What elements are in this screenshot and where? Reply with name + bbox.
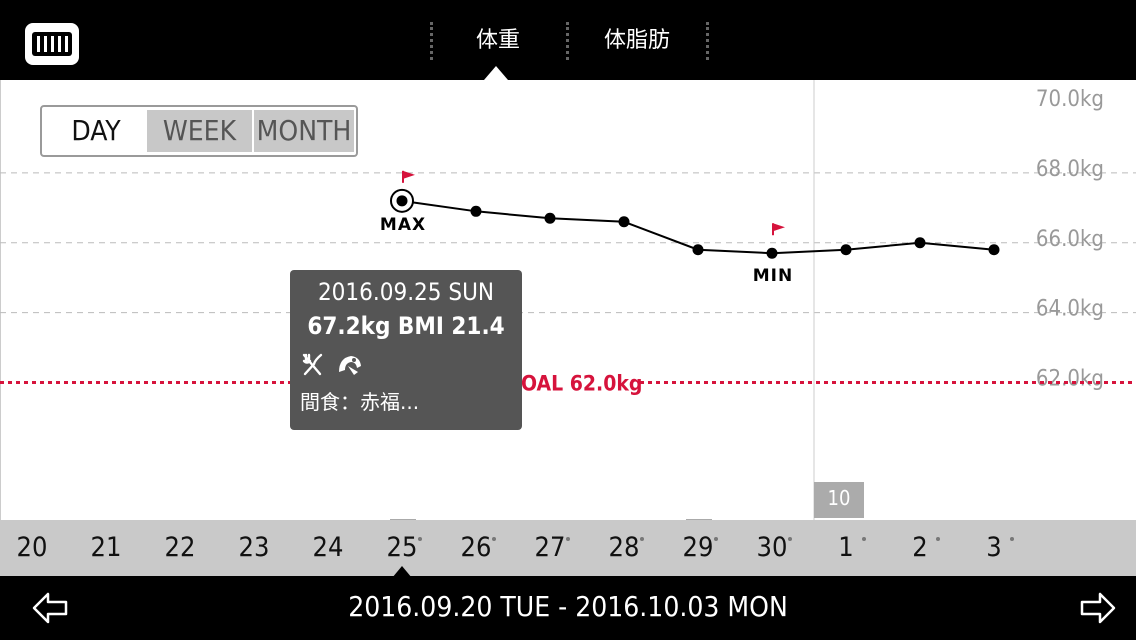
- min-flag-icon: [773, 223, 785, 232]
- data-point: [470, 205, 482, 217]
- y-tick-label: 66.0kg: [1036, 227, 1104, 252]
- weight-chart[interactable]: 70.0kg 68.0kg 66.0kg 64.0kg 62.0kg GOAL 62.0k…: [0, 80, 1136, 520]
- tanita-logo-icon[interactable]: [24, 22, 80, 66]
- date-label-24[interactable]: 24: [312, 532, 344, 563]
- tooltip-date: 2016.09.25 SUN: [317, 278, 495, 306]
- bottom-bar: 2016.09.20 TUE - 2016.10.03 MON: [0, 576, 1136, 640]
- tab-divider: [430, 22, 433, 60]
- goal-label-bg: [512, 368, 636, 397]
- date-label-27[interactable]: 27: [534, 532, 566, 563]
- tab-divider: [706, 22, 709, 60]
- tab-weight[interactable]: 体重: [476, 28, 521, 53]
- date-label-20[interactable]: 20: [16, 532, 48, 563]
- range-selector: DAY WEEK MONTH: [40, 105, 358, 157]
- arrow-right-icon[interactable]: [1078, 588, 1118, 628]
- data-exists-marker: [1010, 537, 1014, 541]
- data-point: [544, 212, 556, 224]
- date-label-29[interactable]: 29: [682, 532, 714, 563]
- tab-body-fat[interactable]: 体脂肪: [604, 28, 671, 53]
- date-label-30[interactable]: 30: [756, 532, 788, 563]
- data-exists-marker: [640, 537, 644, 541]
- data-point: [840, 244, 852, 256]
- tooltip-memo: 間食：赤福...: [300, 390, 420, 414]
- y-tick-label: 62.0kg: [1036, 367, 1104, 392]
- data-point: [396, 195, 408, 207]
- goal-label: GOAL 62.0kg: [506, 372, 643, 396]
- date-label-1[interactable]: 1: [838, 532, 854, 563]
- data-point: [914, 237, 926, 249]
- date-range-text: 2016.09.20 TUE - 2016.10.03 MON: [348, 590, 788, 623]
- arrow-left-icon[interactable]: [30, 588, 70, 628]
- date-label-25[interactable]: 25: [386, 532, 418, 563]
- date-label-21[interactable]: 21: [90, 532, 122, 563]
- date-axis-bar[interactable]: 20 21 22 23 24 25 26 27 28 29 30 1 2 3: [0, 520, 1136, 576]
- food-bowl-icon: [339, 356, 361, 375]
- range-week-button[interactable]: WEEK: [147, 110, 252, 152]
- data-exists-marker: [862, 537, 866, 541]
- month-badge: 10: [814, 482, 864, 518]
- data-exists-marker: [788, 537, 792, 541]
- data-point: [692, 244, 704, 256]
- data-exists-marker: [566, 537, 570, 541]
- data-exists-marker: [492, 537, 496, 541]
- selected-date-pointer: [392, 566, 412, 578]
- data-point: [618, 216, 630, 228]
- tab-divider: [566, 22, 569, 60]
- active-tab-pointer: [484, 66, 508, 80]
- range-month-button[interactable]: MONTH: [254, 110, 354, 152]
- date-label-22[interactable]: 22: [164, 532, 196, 563]
- min-label: MIN: [753, 266, 793, 286]
- tooltip-weight-bmi: 67.2kg BMI 21.4: [307, 312, 505, 340]
- max-label: MAX: [380, 215, 426, 235]
- weight-chart-area[interactable]: [0, 80, 1136, 520]
- range-day-button[interactable]: DAY: [45, 110, 147, 152]
- date-label-28[interactable]: 28: [608, 532, 640, 563]
- data-exists-marker: [418, 537, 422, 541]
- data-exists-marker: [714, 537, 718, 541]
- date-label-23[interactable]: 23: [238, 532, 270, 563]
- data-point-tooltip[interactable]: 2016.09.25 SUN 67.2kg BMI 21.4 間食：赤福...: [290, 270, 522, 430]
- top-bar: 体重 体脂肪: [0, 0, 1136, 80]
- data-point: [988, 244, 1000, 256]
- date-label-3[interactable]: 3: [986, 532, 1002, 563]
- date-label-2[interactable]: 2: [912, 532, 928, 563]
- data-exists-marker: [936, 537, 940, 541]
- date-label-26[interactable]: 26: [460, 532, 492, 563]
- y-tick-label: 68.0kg: [1036, 157, 1104, 182]
- data-point: [766, 247, 778, 259]
- y-tick-label: 64.0kg: [1036, 297, 1104, 322]
- fork-knife-icon: [302, 353, 323, 376]
- y-tick-label: 70.0kg: [1036, 87, 1104, 112]
- max-flag-icon: [403, 170, 415, 179]
